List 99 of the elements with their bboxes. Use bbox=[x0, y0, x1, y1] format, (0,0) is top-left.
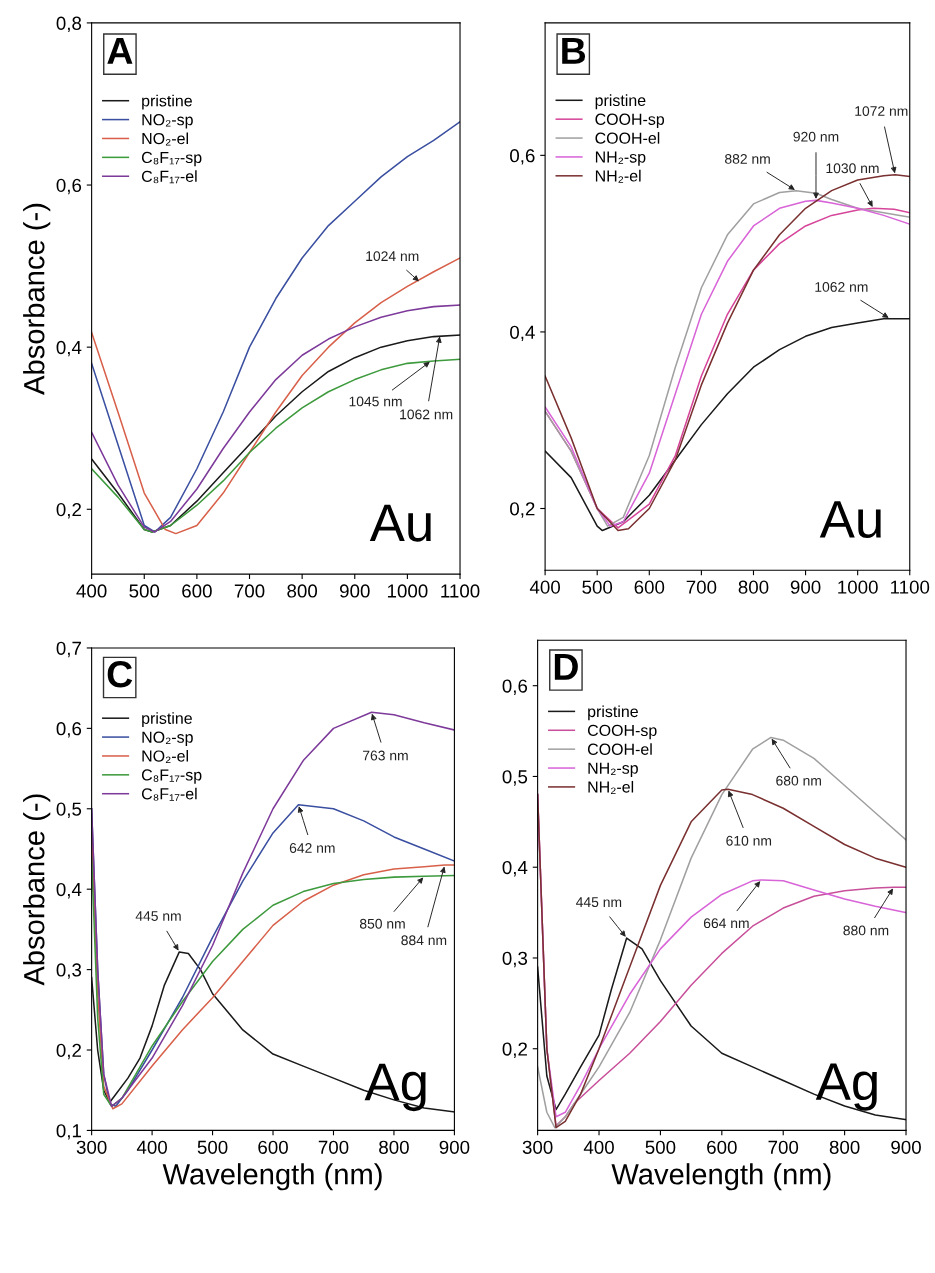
x-tick-label: 800 bbox=[379, 1140, 409, 1154]
y-tick-label: 0,2 bbox=[502, 1042, 527, 1058]
legend-label: C₈F₁₇-el bbox=[141, 170, 197, 184]
annotation: 664 nm bbox=[703, 918, 749, 929]
x-tick-label: 600 bbox=[182, 584, 212, 598]
x-tick-label: 400 bbox=[583, 1140, 614, 1154]
annotation: 1045 nm bbox=[349, 396, 402, 407]
y-tick-label: 0,3 bbox=[56, 963, 82, 979]
x-tick-label: 1000 bbox=[838, 580, 878, 594]
annotation: Ag bbox=[364, 1063, 426, 1112]
annotation: 445 nm bbox=[135, 911, 181, 921]
chart-title: A bbox=[107, 38, 133, 64]
legend-label: pristine bbox=[142, 94, 192, 110]
y-tick-label: 0,2 bbox=[510, 502, 535, 518]
annotation: 880 nm bbox=[843, 925, 889, 936]
legend-label: COOH-sp bbox=[595, 113, 665, 129]
annotation: Au bbox=[819, 501, 881, 538]
annotation: 882 nm bbox=[725, 154, 770, 164]
legend-label: C₈F₁₇-sp bbox=[141, 769, 202, 784]
x-tick-label: 400 bbox=[136, 1140, 167, 1154]
y-tick-label: 0,3 bbox=[502, 951, 528, 968]
x-tick-label: 900 bbox=[891, 1140, 921, 1154]
annotation: 642 nm bbox=[289, 843, 335, 853]
chart-title: D bbox=[554, 653, 578, 680]
y-tick-label: 0,5 bbox=[502, 770, 528, 786]
legend-label: C₈F₁₇-el bbox=[141, 787, 197, 801]
x-tick-label: 700 bbox=[318, 1140, 349, 1154]
legend-label: NH₂-el bbox=[588, 780, 634, 794]
y-tick-label: 0,8 bbox=[56, 16, 82, 33]
x-tick-label: 900 bbox=[340, 584, 370, 598]
x-tick-label: 600 bbox=[258, 1140, 288, 1154]
legend-label: NO₂-sp bbox=[142, 731, 193, 746]
x-tick-label: 400 bbox=[529, 580, 561, 594]
y-tick-label: 0,6 bbox=[510, 149, 535, 165]
y-tick-label: 0,4 bbox=[56, 882, 82, 899]
y-tick-label: 0,6 bbox=[56, 722, 82, 738]
y-tick-label: 0,4 bbox=[502, 860, 528, 877]
annotation: 1072 nm bbox=[855, 106, 908, 116]
x-tick-label: 500 bbox=[129, 584, 160, 598]
annotation: 680 nm bbox=[776, 775, 821, 786]
annotation: 850 nm bbox=[359, 918, 405, 929]
annotation: 610 nm bbox=[726, 835, 772, 846]
annotation: 763 nm bbox=[363, 750, 408, 761]
annotation: 920 nm bbox=[793, 131, 839, 142]
x-tick-label: 600 bbox=[634, 580, 665, 594]
y-axis-title: Absorbance (-) bbox=[23, 794, 51, 986]
x-tick-label: 300 bbox=[76, 1140, 107, 1154]
x-tick-label: 900 bbox=[790, 580, 821, 594]
y-tick-label: 0,2 bbox=[56, 1043, 81, 1060]
chart-title: B bbox=[562, 37, 586, 64]
legend-label: NH₂-sp bbox=[595, 151, 646, 166]
x-tick-label: 900 bbox=[439, 1140, 470, 1154]
legend-label: pristine bbox=[595, 94, 646, 110]
x-tick-label: 800 bbox=[829, 1140, 860, 1154]
x-tick-label: 700 bbox=[234, 584, 265, 598]
x-axis-title: Wavelength (nm) bbox=[162, 1163, 382, 1191]
y-tick-label: 0,1 bbox=[56, 1124, 81, 1140]
annotation: 445 nm bbox=[576, 897, 622, 908]
annotation: 1030 nm bbox=[826, 163, 879, 174]
y-tick-label: 0,2 bbox=[56, 502, 81, 519]
legend-label: pristine bbox=[142, 712, 192, 728]
annotation: Au bbox=[369, 504, 431, 542]
annotation: 884 nm bbox=[401, 935, 447, 946]
legend-label: NO₂-sp bbox=[142, 114, 193, 129]
x-tick-label: 500 bbox=[197, 1140, 228, 1154]
y-tick-label: 0,4 bbox=[56, 340, 82, 357]
x-tick-label: 1000 bbox=[387, 584, 428, 598]
y-tick-label: 0,6 bbox=[502, 679, 528, 695]
x-tick-label: 500 bbox=[582, 580, 613, 594]
legend-label: pristine bbox=[588, 705, 638, 721]
y-tick-label: 0,7 bbox=[56, 641, 81, 658]
y-axis-title: Absorbance (-) bbox=[23, 203, 51, 395]
y-tick-label: 0,4 bbox=[510, 325, 535, 342]
legend-label: NH₂-el bbox=[595, 169, 641, 183]
x-tick-label: 800 bbox=[738, 580, 769, 594]
annotation: Ag bbox=[815, 1063, 877, 1111]
legend-label: COOH-sp bbox=[587, 724, 657, 740]
chart-title: C bbox=[107, 661, 133, 688]
legend-label: NO₂-el bbox=[142, 749, 188, 763]
x-tick-label: 1100 bbox=[441, 584, 480, 598]
legend-label: NH₂-sp bbox=[588, 762, 638, 777]
x-tick-label: 1100 bbox=[891, 580, 930, 594]
x-tick-label: 600 bbox=[707, 1140, 737, 1154]
x-axis-title: Wavelength (nm) bbox=[611, 1163, 831, 1191]
y-tick-label: 0,5 bbox=[56, 802, 82, 818]
annotation: 1062 nm bbox=[815, 282, 868, 292]
legend-label: COOH-el bbox=[587, 743, 652, 755]
x-tick-label: 400 bbox=[76, 584, 107, 598]
legend-label: NO₂-el bbox=[142, 132, 188, 146]
x-tick-label: 300 bbox=[522, 1140, 553, 1154]
annotation: 1024 nm bbox=[366, 251, 419, 262]
x-tick-label: 500 bbox=[645, 1140, 676, 1154]
y-tick-label: 0,6 bbox=[56, 178, 82, 195]
annotation: 1062 nm bbox=[400, 409, 453, 420]
legend-label: COOH-el bbox=[595, 132, 660, 144]
legend-label: C₈F₁₇-sp bbox=[141, 151, 202, 167]
x-tick-label: 800 bbox=[287, 584, 318, 598]
x-tick-label: 700 bbox=[768, 1140, 799, 1154]
x-tick-label: 700 bbox=[686, 580, 717, 594]
